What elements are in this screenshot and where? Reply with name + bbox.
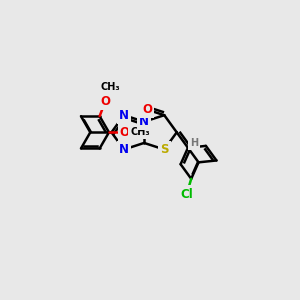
Text: N: N (119, 109, 129, 122)
Text: N: N (119, 143, 129, 156)
Text: O: O (100, 95, 110, 108)
Text: O: O (120, 126, 130, 139)
Text: CH₃: CH₃ (130, 127, 150, 137)
Text: CH₃: CH₃ (101, 82, 121, 92)
Text: S: S (160, 143, 169, 156)
Text: O: O (142, 103, 152, 116)
Text: H: H (190, 138, 198, 148)
Text: N: N (139, 115, 149, 128)
Text: Cl: Cl (180, 188, 193, 201)
